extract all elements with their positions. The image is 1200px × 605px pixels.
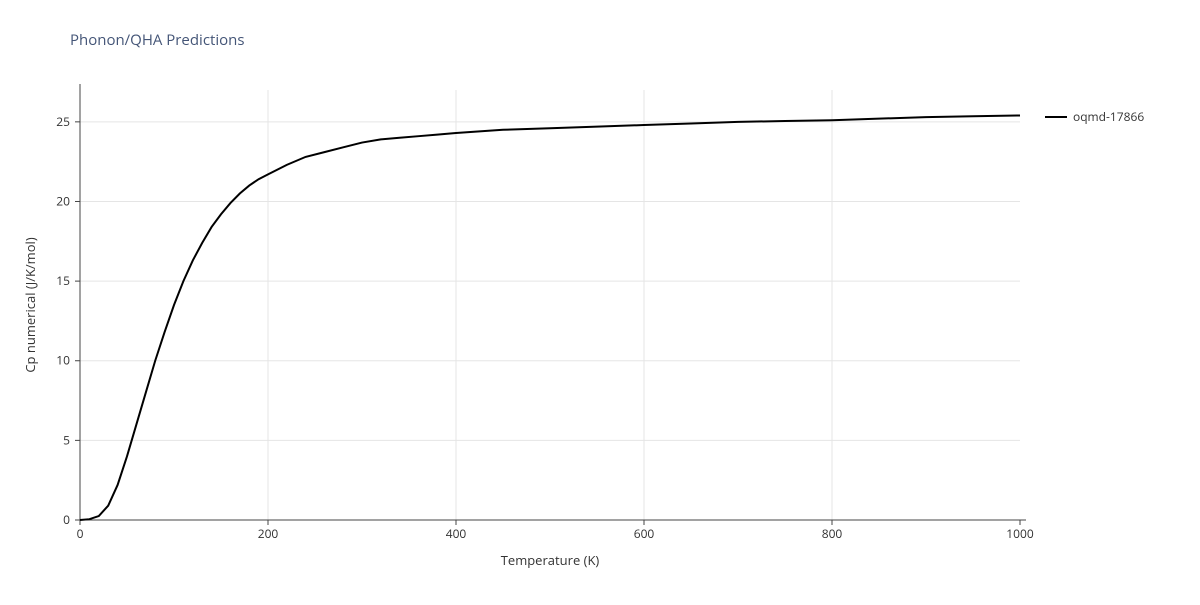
- svg-text:0: 0: [77, 525, 84, 542]
- svg-text:200: 200: [258, 525, 279, 542]
- chart-container: Phonon/QHA Predictions 02004006008001000…: [0, 0, 1200, 600]
- chart-title: Phonon/QHA Predictions: [70, 30, 245, 50]
- svg-text:600: 600: [634, 525, 655, 542]
- svg-text:15: 15: [56, 272, 70, 289]
- legend-swatch: [1045, 116, 1067, 118]
- svg-text:1000: 1000: [1006, 525, 1034, 542]
- legend: oqmd-17866: [1045, 108, 1144, 125]
- svg-text:400: 400: [446, 525, 467, 542]
- svg-text:20: 20: [56, 192, 70, 209]
- svg-text:10: 10: [56, 352, 70, 369]
- svg-text:800: 800: [822, 525, 843, 542]
- svg-text:0: 0: [63, 511, 70, 528]
- svg-text:25: 25: [56, 113, 70, 130]
- chart-svg: 0 200 400 600 800 1000 0 5 10 15 20 25 Temperature (…: [0, 0, 1200, 600]
- svg-text:Temperature (K): Temperature (K): [501, 551, 600, 569]
- svg-text:Cp numerical (J/K/mol): Cp numerical (J/K/mol): [21, 237, 39, 372]
- legend-label: oqmd-17866: [1073, 108, 1144, 125]
- svg-text:5: 5: [63, 431, 70, 448]
